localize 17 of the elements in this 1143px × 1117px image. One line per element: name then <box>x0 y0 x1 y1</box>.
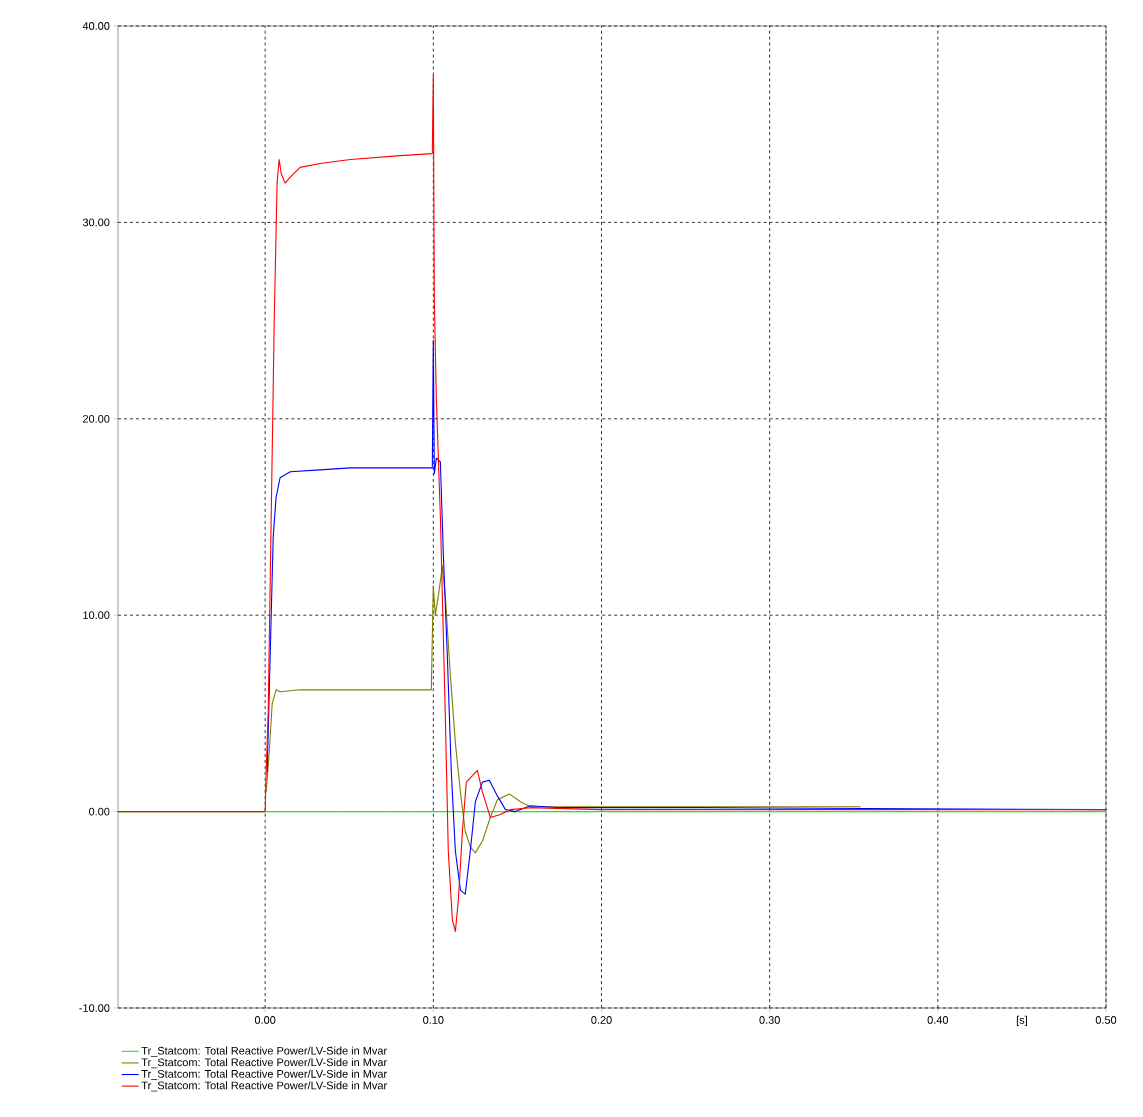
y-tick-label: 20.00 <box>83 414 110 423</box>
x-tick-label: 0.40 <box>927 1016 949 1024</box>
x-tick-label: 0.00 <box>254 1016 276 1024</box>
y-tick-label: -10.00 <box>79 1004 110 1012</box>
x-tick-label: 0.50 <box>1095 1016 1117 1024</box>
x-tick-label: 0.10 <box>423 1016 444 1024</box>
legend-label: Tr_Statcom: Total Reactive Power/LV-Side in Mvar <box>141 1046 387 1057</box>
legend-label: Tr_Statcom: Total Reactive Power/LV-Side in Mvar <box>141 1069 387 1080</box>
y-tick-label: 10.00 <box>83 611 110 620</box>
legend-label: Tr_Statcom: Total Reactive Power/LV-Side in Mvar <box>141 1058 387 1069</box>
x-tick-label: 0.30 <box>759 1016 780 1024</box>
legend-label: Tr_Statcom: Total Reactive Power/LV-Side in Mvar <box>141 1081 387 1092</box>
x-axis-title: [s] <box>1016 1015 1027 1027</box>
y-tick-label: 40.00 <box>82 22 110 30</box>
y-tick-label: 30.00 <box>82 218 110 227</box>
y-tick-label: 0.00 <box>88 807 110 816</box>
x-tick-label: 0.20 <box>591 1016 612 1024</box>
